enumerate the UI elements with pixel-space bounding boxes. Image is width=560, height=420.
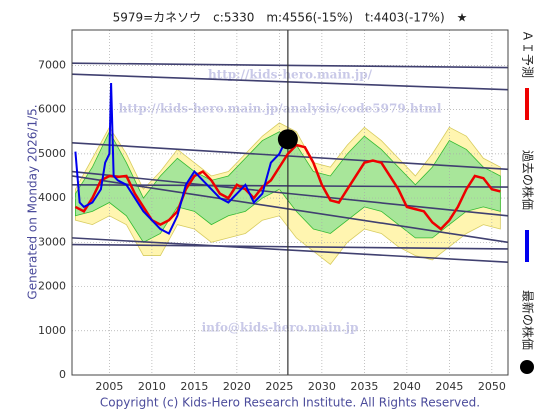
trend-line [72,170,508,217]
price-line [74,143,501,231]
latest-point [277,129,298,150]
plot-frame [71,29,509,376]
legend-label: 最新の株価 [521,290,536,350]
trend-line [72,184,508,188]
y-tick-label: 7000 [38,58,66,71]
x-tick-label: 2025 [265,380,293,393]
trend-line [72,141,508,171]
x-tick-label: 2050 [478,380,506,393]
y-tick-label: 6000 [38,103,66,116]
legend-label: ＡＩ予測 [521,30,535,78]
x-tick-label: 2035 [350,380,378,393]
generated-label: Generated on Monday 2026/1/5. [26,104,40,299]
x-tick-label: 2010 [138,380,166,393]
price-line [74,83,288,235]
y-tick-label: 0 [59,368,66,381]
watermark: http://kids-hero.main.jp/analysis/code59… [119,102,442,116]
legend-swatch [520,360,534,374]
watermark: info@kids-hero.main.jp [202,321,359,335]
y-tick-label: 1000 [38,324,66,337]
x-tick-label: 2045 [435,380,463,393]
trend-line [72,62,508,69]
watermark: http://kids-hero.main.jp/ [208,68,373,82]
copyright: Copyright (c) Kids-Hero Research Institu… [100,396,480,410]
x-tick-label: 2015 [180,380,208,393]
y-tick-label: 3000 [38,235,66,248]
y-tick-label: 4000 [38,191,66,204]
y-tick-label: 2000 [38,280,66,293]
trend-line [72,175,508,244]
x-tick-label: 2005 [95,380,123,393]
plot-area: http://kids-hero.main.jp/http://kids-her… [72,30,508,375]
trend-line [72,73,508,91]
x-tick-label: 2030 [308,380,336,393]
trend-line [72,243,508,250]
x-tick-label: 2040 [393,380,421,393]
trend-line [72,237,508,264]
x-tick-label: 2020 [223,380,251,393]
y-tick-label: 5000 [38,147,66,160]
legend-label: 過去の株価 [521,150,536,210]
chart-title: 5979=カネソウ c:5330 m:4556(-15%) t:4403(-17… [113,11,468,25]
